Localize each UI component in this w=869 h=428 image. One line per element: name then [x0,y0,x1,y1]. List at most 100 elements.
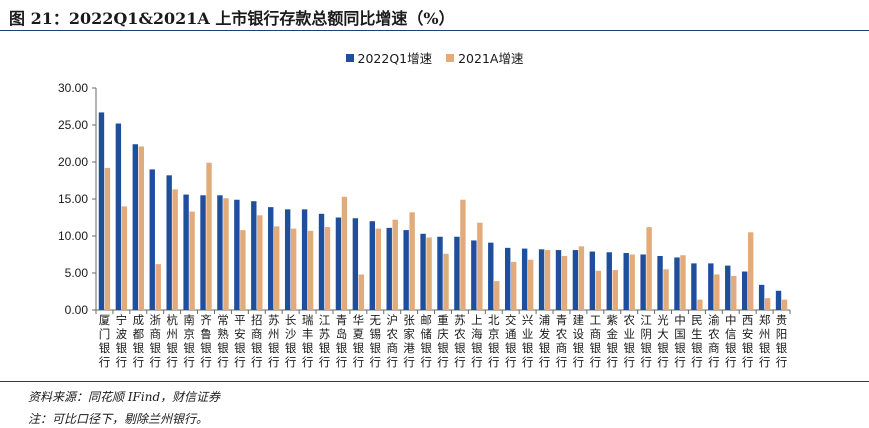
bar-2021a [629,254,635,310]
legend-swatch-2021a [446,53,455,62]
x-category-label: 苏农银行 [454,313,466,369]
bar-2022q1 [318,213,325,310]
bar-2022q1 [115,123,122,311]
bar-2021a [257,215,263,310]
x-category-label: 杭州银行 [166,313,178,369]
bar-2022q1 [352,218,359,310]
bar-2021a [155,264,161,310]
x-category-label: 上海银行 [471,313,483,369]
x-category-label: 建设银行 [573,313,585,369]
bar-2021a [138,146,145,310]
bar-2021a [477,222,483,310]
x-category-label: 无锡银行 [370,313,382,369]
bar-2022q1 [657,255,663,310]
x-category-label: 青岛银行 [336,313,348,369]
bar-2021a [460,199,466,310]
x-category-label: 长沙银行 [285,313,297,369]
source-note: 资料来源：同花顺 IFind，财信证券 [28,390,221,404]
bar-2021a [781,299,788,310]
x-category-label: 中国银行 [674,313,686,369]
bar-2022q1 [284,209,291,310]
x-category-label: 常熟银行 [217,313,229,369]
bar-2021a [358,274,365,310]
x-category-label: 浦发银行 [539,313,551,369]
bar-2022q1 [301,209,308,310]
x-category-label: 齐鲁银行 [200,313,212,369]
x-category-label: 江阴银行 [640,313,652,369]
bar-2021a [747,232,754,310]
bottom-rule [0,381,869,382]
bar-2022q1 [538,249,545,310]
legend-label-2022q1: 2022Q1增速 [357,51,433,66]
x-category-label: 南京银行 [183,313,195,369]
bar-2021a [307,230,314,310]
x-category-label: 成都银行 [133,313,145,369]
bar-2022q1 [758,284,765,310]
x-category-label: 兴业银行 [522,313,534,369]
bar-2021a [646,227,652,310]
x-category-label: 农业银行 [623,313,635,369]
bar-2021a [240,230,246,310]
bar-2021a [189,211,195,310]
bar-2022q1 [623,253,629,310]
bar-2022q1 [149,169,155,310]
x-category-label: 重庆银行 [437,313,449,369]
y-tick-label: 15.00 [58,192,88,206]
bar-2022q1 [251,201,257,310]
y-tick-label: 5.00 [65,266,89,280]
x-category-label: 沪农商行 [386,313,398,369]
bar-2022q1 [268,207,274,310]
y-tick-label: 10.00 [58,229,88,243]
x-category-label: 渝农商行 [708,313,720,369]
x-category-label: 邮储银行 [420,313,432,369]
legend: 2022Q1增速 2021A增速 [0,48,869,67]
x-category-label: 工商银行 [590,313,602,369]
bar-2021a [764,298,771,310]
bar-2022q1 [166,175,172,310]
footnote: 注：可比口径下，剔除兰州银行。 [28,412,209,426]
bar-2021a [121,206,128,310]
x-category-label: 交通银行 [505,313,517,369]
bar-2021a [104,167,111,310]
bar-2022q1 [708,263,714,310]
bar-2022q1 [741,271,748,310]
bar-2021a [561,255,568,310]
bar-2022q1 [572,250,579,310]
bar-2021a [544,250,551,310]
bar-2022q1 [386,227,392,310]
x-category-label: 中信银行 [725,313,737,369]
x-category-label: 青农商行 [556,313,568,369]
x-category-label: 民生银行 [691,313,703,369]
y-tick-label: 0.00 [65,303,89,317]
bar-2022q1 [471,240,477,310]
bar-2022q1 [725,265,731,310]
bar-2021a [274,226,280,310]
bar-2022q1 [132,144,139,310]
bar-2022q1 [521,248,528,310]
legend-label-2021a: 2021A增速 [458,51,524,66]
bar-2021a [595,270,602,310]
bar-2021a [392,219,398,310]
bar-2022q1 [606,252,612,310]
bar-2021a [511,261,517,310]
x-category-label: 苏州银行 [268,313,280,369]
legend-item-2021a: 2021A增速 [446,48,523,67]
x-category-label: 厦门银行 [99,313,111,369]
x-category-label: 北京银行 [488,313,500,369]
bar-2021a [578,246,585,310]
bar-2021a [375,228,381,310]
bar-2022q1 [505,247,511,310]
x-category-label: 瑞丰银行 [302,313,314,369]
bar-2021a [494,281,500,310]
bar-2022q1 [691,263,697,310]
bar-chart: 0.00 5.00 10.00 15.00 20.00 25.00 30.00 厦门银行宁波银… [58,81,791,369]
y-tick-label: 20.00 [58,155,88,169]
bar-2021a [680,255,686,310]
bar-2021a [324,227,331,310]
bar-2021a [731,275,737,310]
bar-2022q1 [555,250,562,310]
bar-2021a [409,212,415,310]
bar-2021a [341,196,348,310]
bar-2022q1 [437,236,443,310]
bar-2021a [290,228,297,310]
